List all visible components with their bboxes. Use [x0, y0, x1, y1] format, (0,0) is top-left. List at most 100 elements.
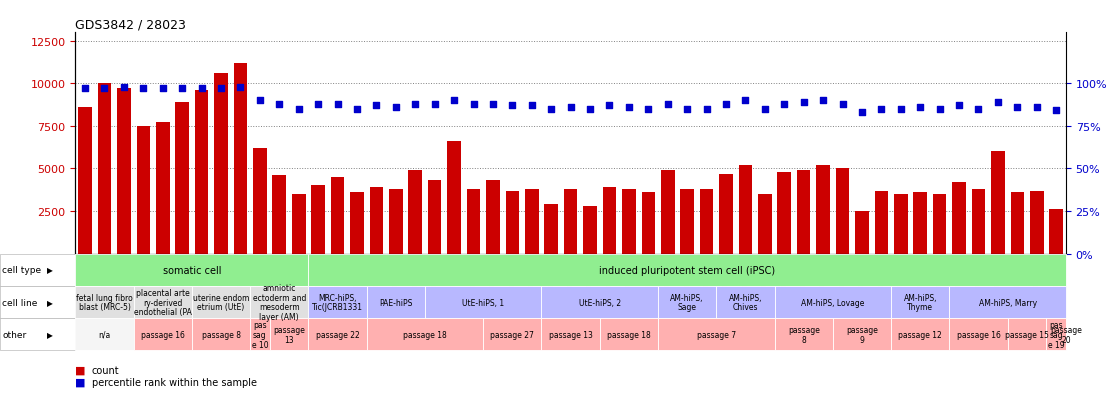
Bar [1030, 191, 1044, 254]
Text: MRC-hiPS,
Tic(JCRB1331: MRC-hiPS, Tic(JCRB1331 [312, 293, 363, 312]
Text: passage
8: passage 8 [788, 325, 820, 344]
Text: passage 15: passage 15 [1005, 330, 1049, 339]
Text: passage 16: passage 16 [956, 330, 1001, 339]
Text: passage 27: passage 27 [491, 330, 534, 339]
Bar [758, 195, 771, 254]
Bar [525, 190, 538, 254]
Point [931, 106, 948, 113]
Bar [622, 190, 636, 254]
Text: AM-hiPS,
Chives: AM-hiPS, Chives [729, 293, 762, 312]
Bar [992, 152, 1005, 254]
Bar [175, 103, 189, 254]
Bar [466, 190, 480, 254]
Bar [311, 186, 325, 254]
Point [659, 101, 677, 108]
Text: passage 8: passage 8 [202, 330, 240, 339]
Text: cell type: cell type [2, 266, 41, 275]
Bar [1049, 210, 1063, 254]
Text: AM-hiPS,
Sage: AM-hiPS, Sage [670, 293, 704, 312]
Point [794, 100, 812, 106]
Text: UtE-hiPS, 1: UtE-hiPS, 1 [462, 298, 504, 307]
Bar [214, 74, 228, 254]
Point [348, 106, 366, 113]
Text: fetal lung fibro
blast (MRC-5): fetal lung fibro blast (MRC-5) [76, 293, 133, 312]
Point [892, 106, 910, 113]
Point [912, 104, 930, 111]
Text: amniotic
ectoderm and
mesoderm
layer (AM): amniotic ectoderm and mesoderm layer (AM… [253, 283, 306, 321]
Bar [700, 190, 714, 254]
Bar [331, 178, 345, 254]
Text: ▶: ▶ [47, 266, 52, 275]
Text: ■: ■ [75, 377, 85, 387]
Point [1047, 108, 1065, 114]
Bar [117, 89, 131, 254]
Bar [156, 123, 170, 254]
Text: passage 16: passage 16 [141, 330, 185, 339]
Bar [719, 174, 732, 254]
Point [814, 98, 832, 104]
Point [95, 86, 113, 93]
Text: passage 18: passage 18 [607, 330, 650, 339]
Point [853, 109, 871, 116]
Bar [448, 142, 461, 254]
Point [212, 86, 229, 93]
Point [542, 106, 560, 113]
Point [329, 101, 347, 108]
Point [193, 86, 211, 93]
Point [717, 101, 735, 108]
Bar [583, 206, 597, 254]
Point [523, 103, 541, 109]
Bar [195, 91, 208, 254]
Point [503, 103, 521, 109]
Text: passage 18: passage 18 [403, 330, 447, 339]
Bar [273, 176, 286, 254]
Point [134, 86, 152, 93]
Text: AM-hiPS, Marry: AM-hiPS, Marry [978, 298, 1037, 307]
Point [1028, 104, 1046, 111]
Point [76, 86, 94, 93]
Point [407, 101, 424, 108]
Bar [291, 195, 306, 254]
Bar [855, 211, 869, 254]
Text: uterine endom
etrium (UtE): uterine endom etrium (UtE) [193, 293, 249, 312]
Bar [661, 171, 675, 254]
Text: pas
sag
e 10: pas sag e 10 [252, 320, 268, 349]
Point [833, 101, 851, 108]
Bar [505, 191, 520, 254]
Point [639, 106, 657, 113]
Text: cell line: cell line [2, 298, 38, 307]
Bar [817, 166, 830, 254]
Text: somatic cell: somatic cell [163, 265, 222, 275]
Bar [253, 149, 267, 254]
Bar [564, 190, 577, 254]
Text: passage 7: passage 7 [697, 330, 736, 339]
Text: passage 22: passage 22 [316, 330, 359, 339]
Point [601, 103, 618, 109]
Bar [642, 193, 655, 254]
Text: passage
20: passage 20 [1050, 325, 1081, 344]
Point [154, 86, 172, 93]
Text: pas
sag
e 19: pas sag e 19 [1048, 320, 1065, 349]
Bar [234, 64, 247, 254]
Text: passage 13: passage 13 [548, 330, 593, 339]
Text: passage
9: passage 9 [847, 325, 878, 344]
Bar [370, 188, 383, 254]
Bar [603, 188, 616, 254]
Point [484, 101, 502, 108]
Bar [136, 126, 150, 254]
Point [776, 101, 793, 108]
Bar [544, 205, 558, 254]
Text: ■: ■ [75, 365, 85, 375]
Point [562, 104, 579, 111]
Point [989, 100, 1007, 106]
Text: ▶: ▶ [47, 330, 52, 339]
Point [425, 101, 443, 108]
Point [1008, 104, 1026, 111]
Point [252, 98, 269, 104]
Point [970, 106, 987, 113]
Bar [79, 108, 92, 254]
Point [464, 101, 482, 108]
Text: placental arte
ry-derived
endothelial (PA: placental arte ry-derived endothelial (P… [134, 288, 192, 316]
Bar [486, 181, 500, 254]
Point [232, 84, 249, 91]
